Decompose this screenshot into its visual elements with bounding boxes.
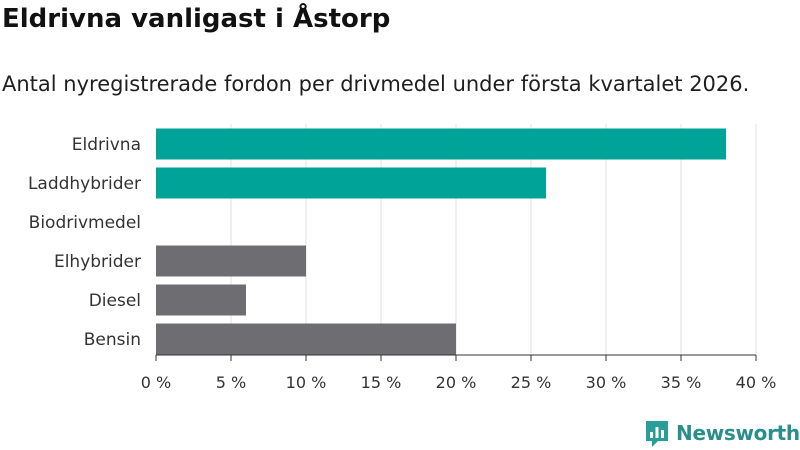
x-tick-label: 35 % [661, 373, 702, 392]
brand-name: Newsworthy [676, 421, 800, 445]
category-label: Eldrivna [72, 135, 141, 155]
brand-logo: Newsworthy [644, 418, 800, 448]
x-tick-label: 15 % [361, 373, 402, 392]
chart-subtitle: Antal nyregistrerade fordon per drivmede… [2, 72, 750, 96]
x-tick-label: 0 % [141, 373, 171, 392]
x-tick-label: 10 % [286, 373, 327, 392]
x-tick-label: 30 % [586, 373, 627, 392]
bar-eldrivna [156, 128, 726, 160]
bar-diesel [156, 284, 246, 316]
category-label: Laddhybrider [28, 174, 141, 194]
x-axis-ticks: 0 % 5 % 10 % 15 % 20 % 25 % 30 % 35 % 40 % [141, 354, 777, 392]
bars [156, 128, 726, 355]
x-tick-label: 20 % [436, 373, 477, 392]
x-tick-label: 40 % [736, 373, 777, 392]
category-labels: Eldrivna Laddhybrider Biodrivmedel Elhybrid… [28, 135, 141, 350]
bar-elhybrider [156, 245, 306, 277]
chart-title: Eldrivna vanligast i Åstorp [2, 4, 391, 34]
bar-laddhybrider [156, 167, 546, 199]
category-label: Biodrivmedel [29, 213, 141, 233]
newsworthy-logo-icon [646, 421, 668, 447]
gridlines [230, 124, 757, 355]
bar-bensin [156, 323, 456, 355]
category-label: Bensin [84, 330, 141, 350]
category-label: Elhybrider [54, 252, 141, 272]
x-tick-label: 25 % [511, 373, 552, 392]
x-tick-label: 5 % [216, 373, 246, 392]
category-label: Diesel [89, 291, 141, 311]
